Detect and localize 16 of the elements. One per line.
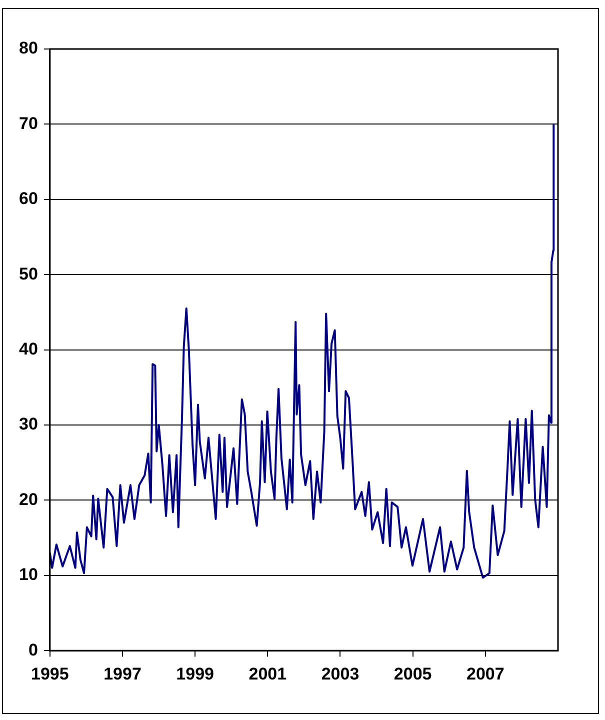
- y-tick-label: 20: [18, 490, 38, 509]
- y-tick-label: 40: [18, 339, 38, 358]
- x-tick-label: 2003: [321, 664, 360, 684]
- y-tick-label: 50: [18, 264, 38, 284]
- x-tick-label: 2007: [466, 664, 504, 684]
- x-tick-label: 2001: [248, 664, 287, 684]
- x-tick-label: 1999: [176, 664, 214, 684]
- x-tick-label: 2005: [394, 664, 432, 684]
- x-tick-label: 1995: [30, 664, 69, 684]
- y-tick-label: 0: [28, 640, 38, 660]
- y-tick-label: 70: [18, 114, 38, 133]
- y-tick-label: 10: [18, 565, 38, 584]
- y-tick-label: 80: [18, 38, 38, 58]
- x-tick-label: 1997: [104, 664, 142, 684]
- y-tick-label: 30: [18, 414, 38, 434]
- y-tick-label: 60: [18, 189, 38, 208]
